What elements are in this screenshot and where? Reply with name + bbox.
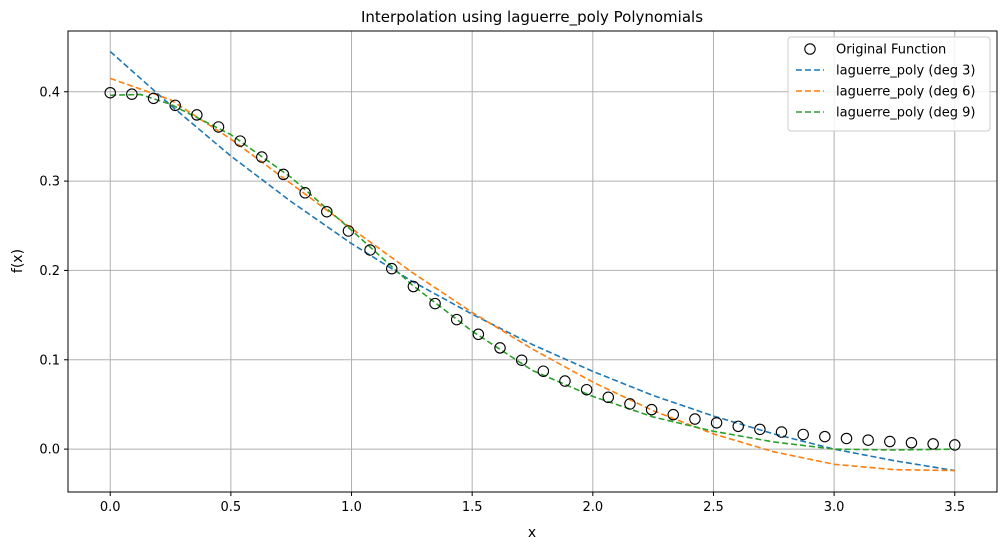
plot-frame bbox=[67, 30, 998, 493]
x-axis-label: x bbox=[528, 525, 536, 541]
chart-title: Interpolation using laguerre_poly Polyno… bbox=[361, 8, 703, 27]
series-line-laguerre-poly-deg-3 bbox=[109, 50, 955, 472]
data-point bbox=[126, 88, 138, 100]
x-tick-label: 2.5 bbox=[703, 500, 724, 515]
data-point bbox=[277, 168, 290, 181]
y-tick-label: 0.1 bbox=[39, 353, 60, 368]
y-tick-label: 0.0 bbox=[39, 443, 60, 458]
x-tick-label: 1.0 bbox=[341, 500, 362, 515]
data-point bbox=[927, 438, 939, 450]
legend-label-laguerre-poly-deg-9: laguerre_poly (deg 9) bbox=[836, 106, 975, 121]
data-point bbox=[754, 423, 766, 436]
data-point bbox=[819, 430, 831, 443]
legend-box bbox=[787, 36, 991, 132]
data-point bbox=[342, 225, 355, 237]
legend-label-laguerre-poly-deg-3: laguerre_poly (deg 3) bbox=[836, 64, 975, 79]
data-point bbox=[515, 354, 528, 366]
y-axis-label: f(x) bbox=[10, 249, 26, 273]
axis-ticks: 0.0 0.5 1.0 1.5 2.0 2.5 3.0 3.5 0.0 0.1 0.2 0.3 0.4 bbox=[39, 85, 965, 515]
data-point bbox=[104, 86, 116, 99]
data-point bbox=[949, 439, 961, 451]
data-point bbox=[624, 398, 636, 410]
data-point bbox=[385, 262, 398, 275]
legend: Original Function laguerre_poly (deg 3) la… bbox=[787, 36, 991, 132]
data-point bbox=[710, 417, 723, 429]
x-tick-label: 3.0 bbox=[824, 500, 845, 515]
data-point bbox=[321, 205, 333, 218]
data-point bbox=[494, 342, 506, 354]
data-point bbox=[429, 297, 441, 310]
data-point bbox=[559, 375, 571, 387]
legend-label-original-function: Original Function bbox=[836, 43, 946, 58]
y-tick-label: 0.4 bbox=[39, 85, 60, 100]
data-point bbox=[191, 109, 203, 121]
data-point bbox=[234, 135, 246, 147]
series-line-laguerre-poly-deg-9 bbox=[110, 93, 955, 451]
data-point bbox=[689, 413, 701, 425]
legend-marker-original-function bbox=[804, 43, 816, 55]
x-tick-label: 3.5 bbox=[944, 500, 965, 515]
data-point bbox=[602, 391, 615, 404]
data-point bbox=[905, 437, 918, 449]
data-point bbox=[862, 434, 874, 446]
data-point bbox=[256, 151, 268, 163]
x-tick-label: 0.0 bbox=[100, 500, 121, 515]
data-point bbox=[169, 99, 181, 112]
data-point bbox=[364, 244, 376, 256]
data-point bbox=[645, 403, 658, 416]
data-point bbox=[450, 313, 463, 326]
data-point bbox=[797, 428, 809, 441]
data-point bbox=[884, 435, 896, 448]
data-point bbox=[775, 426, 788, 438]
x-tick-label: 1.5 bbox=[462, 500, 483, 515]
x-tick-label: 2.0 bbox=[582, 500, 603, 515]
legend-label-laguerre-poly-deg-6: laguerre_poly (deg 6) bbox=[836, 85, 975, 100]
y-tick-label: 0.2 bbox=[39, 264, 60, 279]
y-tick-label: 0.3 bbox=[39, 175, 60, 190]
data-point bbox=[407, 280, 420, 293]
data-point bbox=[537, 365, 550, 377]
data-point bbox=[212, 121, 225, 133]
series-group bbox=[104, 50, 961, 472]
data-point bbox=[580, 383, 593, 396]
x-tick-label: 0.5 bbox=[221, 500, 242, 515]
data-point bbox=[299, 187, 311, 199]
data-point bbox=[147, 92, 160, 105]
data-point bbox=[667, 408, 679, 421]
data-point bbox=[732, 420, 744, 433]
data-point bbox=[472, 328, 485, 341]
data-point bbox=[840, 432, 853, 445]
